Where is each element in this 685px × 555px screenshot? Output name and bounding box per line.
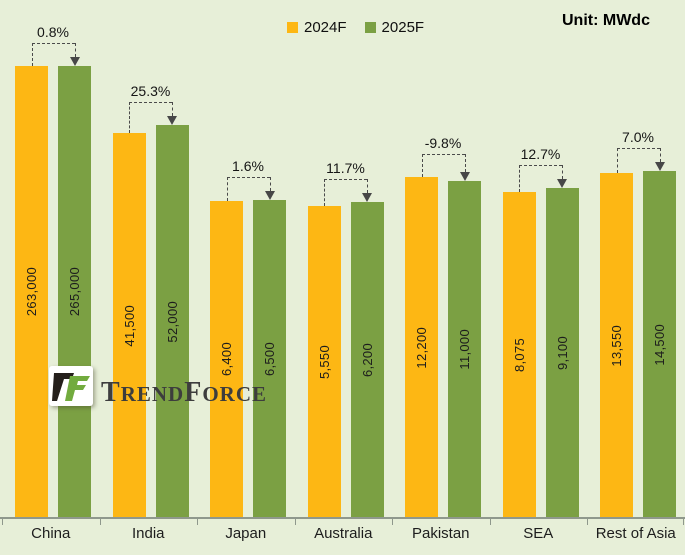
growth-bracket [31, 42, 33, 66]
growth-bracket [324, 178, 367, 180]
axis-tick [683, 519, 684, 525]
growth-bracket [616, 147, 618, 174]
category-label-pakistan: Pakistan [411, 525, 470, 542]
growth-arrow-icon [654, 161, 665, 171]
growth-label-pakistan: -9.8% [424, 135, 462, 152]
axis-tick [489, 519, 491, 525]
bar-value-label: 13,550 [609, 324, 624, 367]
category-label-india: India [131, 525, 165, 542]
legend-swatch-2024f [287, 22, 298, 33]
bar-2024f-sea: 8,075 [502, 192, 536, 518]
growth-arrow-icon [459, 171, 470, 181]
bar-2025f-india: 52,000 [155, 124, 189, 518]
growth-bracket [519, 164, 562, 166]
bar-value-label: 41,500 [121, 304, 137, 347]
wordmark-part: F [184, 377, 203, 408]
legend-label-2024f: 2024F [304, 19, 347, 36]
bar-value-label: 6,200 [359, 342, 375, 377]
growth-bracket [129, 101, 130, 133]
bar-2025f-sea: 9,100 [545, 187, 579, 518]
category-label-rest-of-asia: Rest of Asia [595, 525, 676, 542]
growth-bracket [659, 147, 661, 162]
axis-tick [587, 519, 588, 525]
category-label-japan: Japan [225, 525, 267, 542]
growth-arrow-icon [557, 178, 567, 188]
bar-2025f-japan: 6,500 [253, 200, 286, 518]
growth-bracket [172, 101, 173, 116]
bar-value-label: 263,000 [24, 267, 39, 317]
growth-bracket [421, 154, 423, 178]
bar-value-label: 14,500 [652, 323, 667, 366]
growth-bracket [31, 42, 75, 44]
growth-bracket [226, 177, 270, 178]
bar-2025f-australia: 6,200 [350, 201, 384, 518]
growth-label-sea: 12.7% [520, 145, 561, 162]
legend-label-2025f: 2025F [381, 19, 425, 36]
growth-bracket [367, 178, 368, 193]
x-axis-line [0, 517, 685, 519]
category-label-sea: SEA [523, 525, 554, 542]
growth-bracket [464, 154, 466, 172]
growth-bracket [562, 164, 563, 179]
growth-bracket [519, 164, 520, 193]
growth-arrow-icon [362, 192, 372, 202]
growth-bracket [421, 154, 465, 156]
trendforce-wordmark: TRENDFORCE [101, 377, 267, 409]
bar-2025f-china: 265,000 [58, 65, 91, 518]
axis-tick [294, 519, 296, 525]
unit-label: Unit: MWdc [562, 12, 650, 29]
legend: 2024F 2025F [287, 19, 424, 36]
trendforce-logo-icon [49, 366, 93, 406]
growth-label-japan: 1.6% [232, 158, 264, 174]
wordmark-part: ORCE [202, 382, 267, 406]
bar-value-label: 5,550 [316, 344, 332, 379]
wordmark-part: REND [120, 382, 185, 406]
bar-value-label: 52,000 [164, 300, 180, 343]
legend-swatch-2025f [364, 22, 376, 33]
growth-arrow-icon [69, 56, 80, 66]
axis-tick [392, 519, 393, 525]
bar-value-label: 265,000 [67, 267, 82, 317]
wordmark-part: T [101, 377, 121, 408]
bar-2025f-rest-of-asia: 14,500 [643, 170, 676, 518]
axis-tick [197, 519, 198, 525]
bar-value-label: 11,000 [457, 329, 472, 370]
growth-bracket [74, 42, 76, 57]
growth-label-china: 0.8% [37, 23, 69, 40]
axis-tick [99, 519, 101, 525]
growth-label-australia: 11.7% [326, 159, 365, 176]
bar-2024f-rest-of-asia: 13,550 [600, 173, 633, 518]
growth-label-rest-of-asia: 7.0% [622, 128, 654, 145]
growth-bracket [226, 177, 228, 201]
bar-2024f-australia: 5,550 [307, 205, 341, 518]
growth-bracket [324, 178, 325, 206]
category-label-australia: Australia [314, 525, 373, 542]
category-label-china: China [31, 525, 71, 542]
legend-item-2024f: 2024F [287, 19, 347, 36]
trendforce-logo: TRENDFORCE [49, 366, 267, 409]
growth-label-india: 25.3% [130, 82, 171, 99]
growth-bracket [616, 147, 660, 149]
bar-2025f-pakistan: 11,000 [448, 180, 481, 518]
growth-arrow-icon [167, 115, 177, 125]
bar-value-label: 12,200 [414, 326, 429, 369]
growth-arrow-icon [264, 191, 275, 200]
bar-value-label: 9,100 [554, 335, 570, 370]
growth-bracket [129, 101, 172, 103]
axis-tick [2, 519, 3, 525]
bar-value-label: 8,075 [511, 338, 527, 373]
bar-2024f-china: 263,000 [15, 65, 48, 518]
growth-bracket [269, 177, 271, 191]
bar-2024f-japan: 6,400 [210, 200, 243, 518]
bar-2024f-india: 41,500 [112, 132, 146, 518]
legend-item-2025f: 2025F [364, 19, 425, 36]
bar-2024f-pakistan: 12,200 [405, 177, 438, 518]
